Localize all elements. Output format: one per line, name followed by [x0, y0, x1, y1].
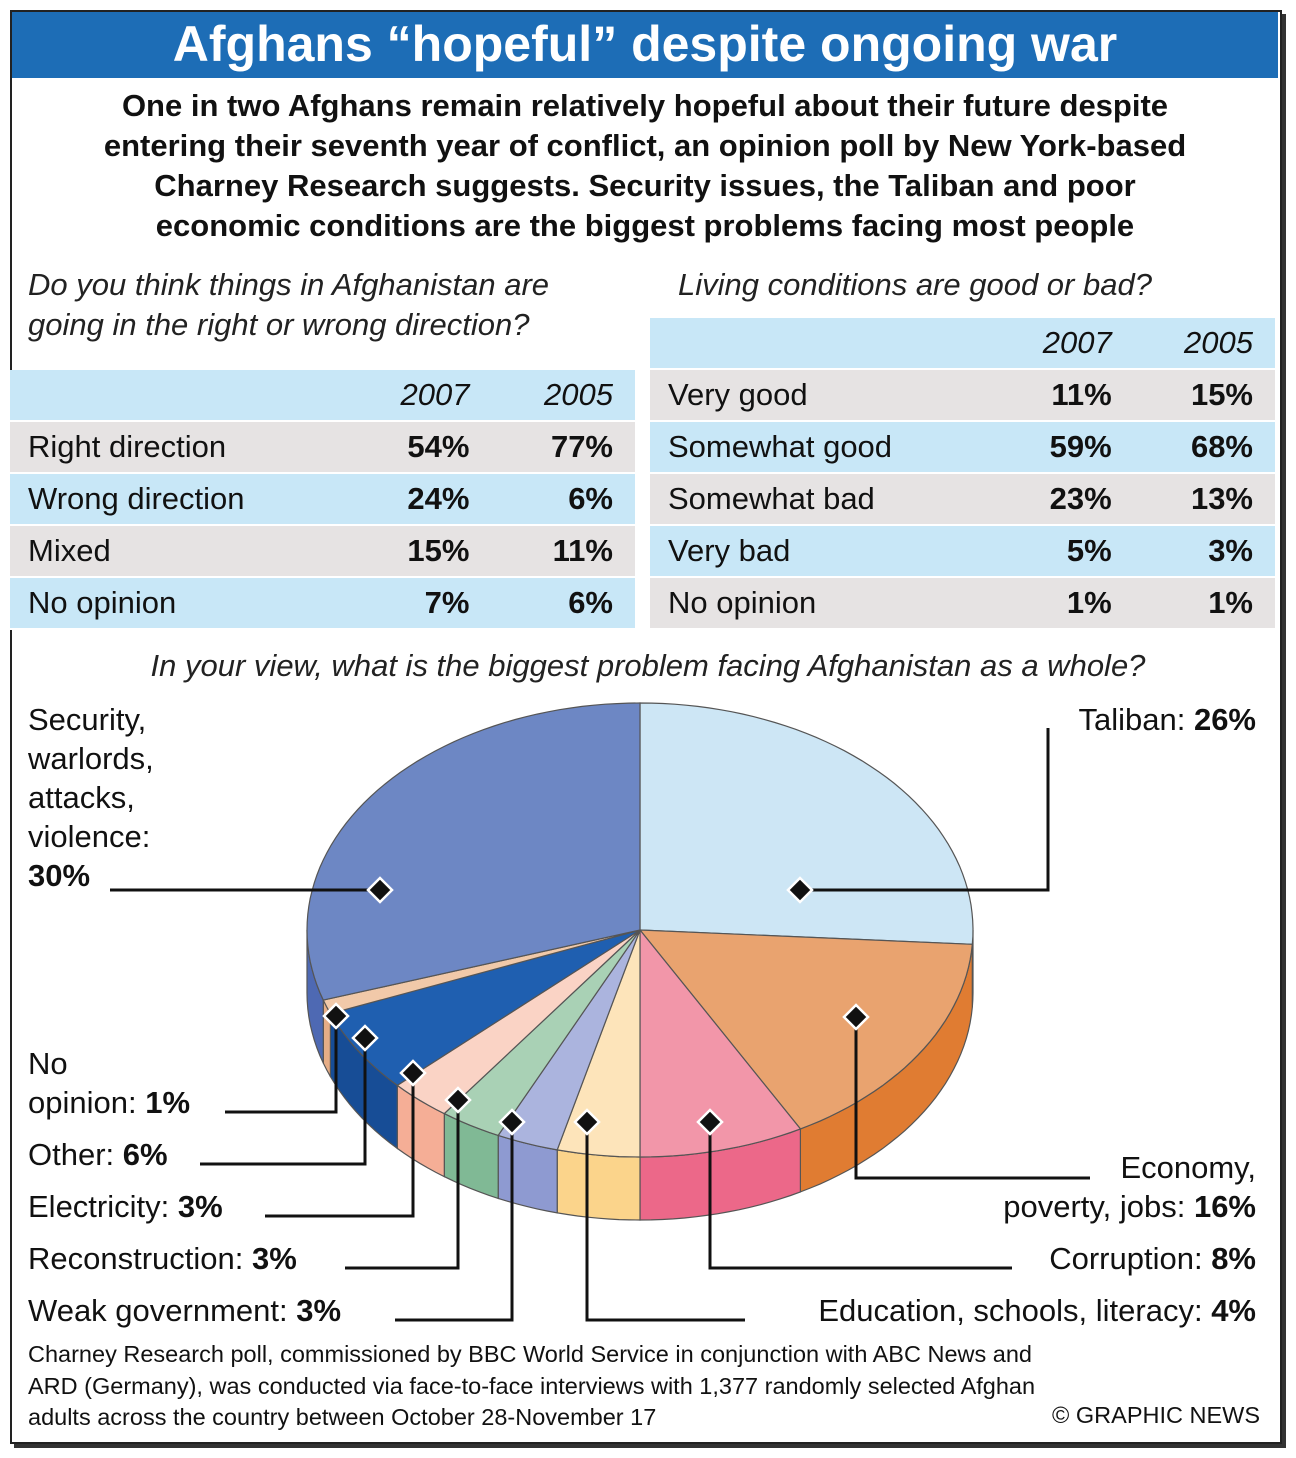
row-label: Very good [650, 369, 993, 422]
leader-line [585, 1122, 745, 1322]
subtitle-line: One in two Afghans remain relatively hop… [121, 88, 1169, 123]
diamond-marker-icon [399, 1059, 427, 1087]
table-row: Wrong direction 24% 6% [10, 473, 635, 526]
leader-line [395, 1122, 514, 1322]
pie-slice [639, 928, 802, 1158]
pie-slice [497, 929, 641, 1151]
subtitle-line: entering their seventh year of conflict,… [103, 128, 1187, 163]
pie-slice [443, 929, 641, 1137]
table-row: No opinion 7% 6% [10, 577, 635, 630]
label-security: Security, warlords, attacks, violence: 3… [28, 702, 154, 893]
value-2005: 6% [491, 577, 635, 630]
leader-line [708, 1122, 1012, 1270]
pie-slice [639, 702, 974, 945]
diamond-marker-icon [322, 1002, 350, 1030]
table-row: Somewhat good 59% 68% [650, 421, 1275, 474]
leader-line [265, 1073, 415, 1218]
value-2007: 15% [347, 525, 492, 578]
subtitle: One in two Afghans remain relatively hop… [12, 86, 1278, 246]
leader-line [800, 728, 1050, 892]
direction-table: 2007 2005 Right direction 54% 77% Wrong direc… [10, 370, 635, 630]
table-header: 2007 2005 [650, 318, 1275, 370]
row-label: Somewhat good [650, 421, 993, 474]
table-row: No opinion 1% 1% [650, 577, 1275, 630]
table-header: 2007 2005 [10, 370, 635, 422]
row-label: No opinion [650, 577, 993, 630]
row-label: Somewhat bad [650, 473, 993, 526]
question-line: Do you think things in Afghanistan are [28, 267, 550, 302]
label-no-opinion: No opinion: 1% [28, 1046, 191, 1120]
pie-slice [556, 929, 641, 1158]
title: Afghans “hopeful” despite ongoing war [12, 12, 1278, 78]
diamond-marker-icon [498, 1108, 526, 1136]
year-header: 2005 [1133, 318, 1275, 370]
pie-slice [396, 929, 641, 1115]
value-2007: 7% [347, 577, 492, 630]
value-2007: 11% [992, 369, 1134, 422]
diamond-marker-icon [696, 1108, 724, 1136]
row-label: Wrong direction [10, 473, 348, 526]
pie-side-3 [556, 1149, 641, 1221]
label-taliban: Taliban: 26% [1078, 702, 1256, 737]
value-2005: 68% [1133, 421, 1275, 474]
value-2005: 1% [1133, 577, 1275, 630]
diamond-marker-icon [366, 876, 394, 904]
direction-question: Do you think things in Afghanistan are g… [28, 265, 549, 345]
diamond-marker-icon [351, 1024, 379, 1052]
value-2007: 23% [992, 473, 1134, 526]
table-row: Mixed 15% 11% [10, 525, 635, 578]
label-electricity: Electricity: 3% [28, 1189, 223, 1224]
value-2007: 5% [992, 525, 1134, 578]
label-reconstruction: Reconstruction: 3% [28, 1241, 297, 1276]
label-economy: Economy, poverty, jobs: 16% [1003, 1150, 1256, 1224]
table-row: Right direction 54% 77% [10, 421, 635, 474]
credit: © GRAPHIC NEWS [1052, 1402, 1260, 1428]
label-other: Other: 6% [28, 1137, 168, 1172]
diamond-marker-icon [573, 1108, 601, 1136]
leader-line [345, 1100, 460, 1270]
row-label: Right direction [10, 421, 348, 474]
label-corruption: Corruption: 8% [1049, 1241, 1256, 1276]
footer-note: Charney Research poll, commissioned by B… [28, 1341, 1036, 1430]
row-label: No opinion [10, 577, 348, 630]
row-label: Very bad [650, 525, 993, 578]
value-2007: 54% [347, 421, 492, 474]
year-header: 2007 [347, 370, 492, 422]
label-weak-government: Weak government: 3% [28, 1293, 342, 1328]
question-line: going in the right or wrong direction? [28, 307, 530, 342]
table-row: Very good 11% 15% [650, 369, 1275, 422]
leader-line [225, 1016, 338, 1114]
subtitle-line: Charney Research suggests. Security issu… [154, 168, 1136, 203]
value-2007: 24% [347, 473, 492, 526]
value-2005: 3% [1133, 525, 1275, 578]
table-row: Very bad 5% 3% [650, 525, 1275, 578]
leader-line [200, 1038, 367, 1166]
value-2005: 13% [1133, 473, 1275, 526]
pie-title: In your view, what is the biggest proble… [150, 648, 1146, 683]
value-2005: 11% [491, 525, 635, 578]
row-label: Mixed [10, 525, 348, 578]
leader-line [854, 1017, 1090, 1180]
table-row: Somewhat bad 23% 13% [650, 473, 1275, 526]
diamond-marker-icon [444, 1086, 472, 1114]
subtitle-line: economic conditions are the biggest prob… [155, 208, 1135, 243]
value-2005: 15% [1133, 369, 1275, 422]
living-question: Living conditions are good or bad? [678, 267, 1152, 302]
value-2005: 77% [491, 421, 635, 474]
value-2005: 6% [491, 473, 635, 526]
living-table: 2007 2005 Very good 11% 15% Somewhat good 59% 6… [650, 318, 1275, 630]
pie-slice [638, 929, 973, 1130]
pie-slice [306, 702, 641, 1001]
label-education: Education, schools, literacy: 4% [818, 1293, 1256, 1328]
value-2007: 59% [992, 421, 1134, 474]
value-2007: 1% [992, 577, 1134, 630]
diamond-marker-icon [842, 1003, 870, 1031]
diamond-marker-icon [786, 876, 814, 904]
year-header: 2007 [992, 318, 1134, 370]
year-header: 2005 [491, 370, 635, 422]
